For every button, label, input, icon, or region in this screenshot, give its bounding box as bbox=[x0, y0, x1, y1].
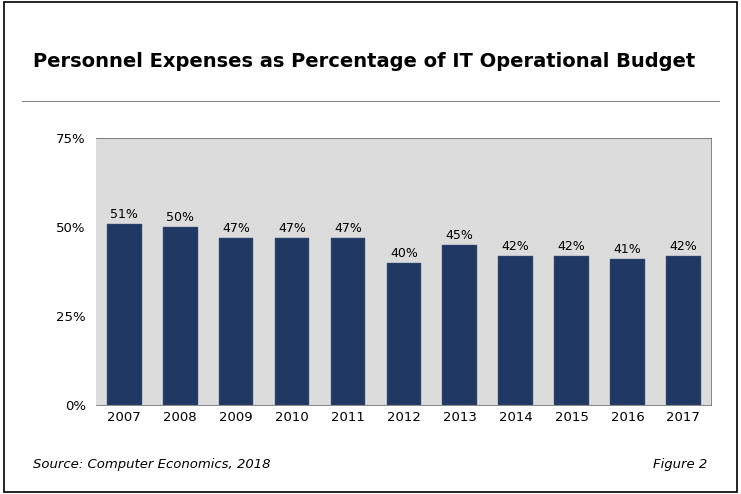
Text: 42%: 42% bbox=[670, 240, 697, 253]
Text: 47%: 47% bbox=[334, 222, 362, 235]
Bar bbox=[442, 245, 477, 405]
Text: 42%: 42% bbox=[558, 240, 585, 253]
Bar bbox=[554, 256, 589, 405]
Text: Figure 2: Figure 2 bbox=[654, 458, 708, 471]
Text: 51%: 51% bbox=[110, 208, 139, 221]
Bar bbox=[107, 224, 142, 405]
Bar bbox=[666, 256, 701, 405]
Text: 41%: 41% bbox=[614, 244, 642, 256]
Bar bbox=[330, 238, 365, 405]
Bar bbox=[275, 238, 309, 405]
Text: 40%: 40% bbox=[390, 247, 418, 260]
Text: 47%: 47% bbox=[222, 222, 250, 235]
Text: 50%: 50% bbox=[166, 211, 194, 224]
Bar bbox=[219, 238, 253, 405]
Bar bbox=[387, 263, 421, 405]
Text: 47%: 47% bbox=[278, 222, 306, 235]
Text: Personnel Expenses as Percentage of IT Operational Budget: Personnel Expenses as Percentage of IT O… bbox=[33, 52, 696, 71]
Text: 45%: 45% bbox=[446, 229, 473, 242]
Text: Source: Computer Economics, 2018: Source: Computer Economics, 2018 bbox=[33, 458, 271, 471]
Bar bbox=[499, 256, 533, 405]
Bar bbox=[610, 259, 645, 405]
Text: 42%: 42% bbox=[502, 240, 530, 253]
Bar bbox=[163, 227, 198, 405]
